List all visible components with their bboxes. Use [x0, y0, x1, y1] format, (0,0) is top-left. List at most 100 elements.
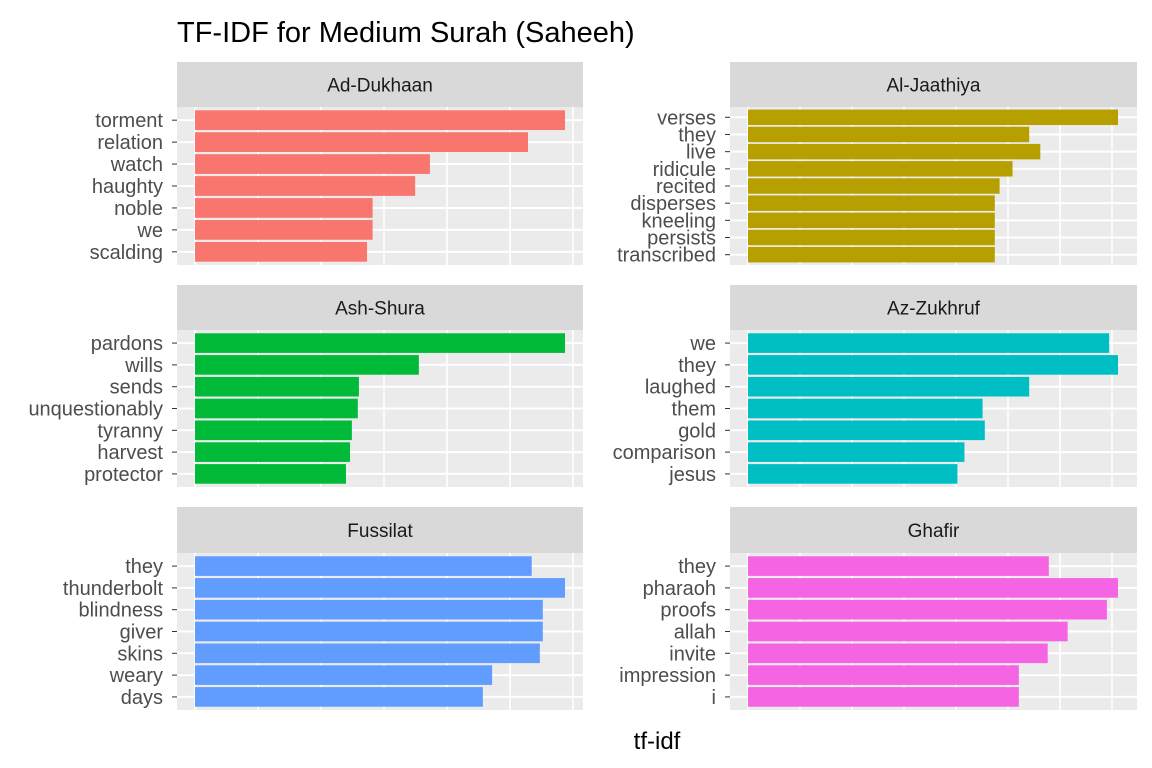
y-tick-label: kneeling — [641, 210, 716, 232]
facet-strip-label: Ad-Dukhaan — [327, 76, 433, 97]
facet-strip-label: Ash-Shura — [335, 299, 425, 320]
y-tick-label: they — [678, 355, 716, 377]
y-tick-label: watch — [110, 154, 163, 176]
y-tick-label: unquestionably — [28, 399, 163, 421]
y-tick-label: relation — [97, 132, 163, 154]
y-tick-label: we — [136, 220, 163, 242]
bar-gold — [748, 420, 985, 441]
y-tick-label: gold — [678, 420, 716, 442]
y-tick-label: thunderbolt — [63, 578, 164, 600]
bar-recited — [748, 178, 1000, 194]
y-tick-label: harvest — [97, 442, 163, 464]
facet-panel: Ad-Dukhaan tormentrelationwatchhaughtynob… — [90, 62, 583, 265]
y-tick-label: ridicule — [653, 159, 716, 181]
bar-pharaoh — [748, 578, 1118, 598]
y-tick-label: skins — [117, 643, 163, 665]
bar-verses — [748, 109, 1118, 126]
facet-strip — [730, 507, 1137, 553]
y-tick-label: giver — [120, 622, 164, 644]
y-tick-label: verses — [657, 107, 716, 129]
y-tick-label: pharaoh — [643, 578, 716, 600]
bar-proofs — [748, 599, 1107, 620]
y-tick-label: sends — [110, 377, 163, 399]
bar-wills — [195, 355, 419, 375]
bar-laughed — [748, 376, 1030, 397]
bar-disperses — [748, 195, 995, 211]
y-tick-label: jesus — [668, 464, 716, 486]
bar-scalding — [195, 241, 368, 262]
bar-comparison — [748, 442, 965, 462]
facet-panel: Al-Jaathiya versestheyliveridiculerecited… — [617, 62, 1137, 267]
y-tick-label: invite — [669, 643, 716, 665]
y-tick-label: disperses — [630, 193, 716, 215]
y-tick-label: they — [125, 556, 163, 578]
facet-strip — [177, 507, 583, 553]
bar-skins — [195, 643, 540, 664]
bar-sends — [195, 376, 359, 397]
y-tick-label: proofs — [660, 600, 716, 622]
y-tick-label: allah — [674, 622, 716, 644]
bar-protector — [195, 464, 346, 484]
y-tick-label: live — [686, 142, 716, 164]
bar-they — [748, 126, 1030, 143]
bar-blindness — [195, 599, 543, 620]
bar-ridicule — [748, 161, 1013, 177]
bar-harvest — [195, 442, 351, 462]
facet-strip-label: Az-Zukhruf — [887, 299, 981, 320]
bar-unquestionably — [195, 398, 358, 419]
bar-we — [748, 333, 1110, 353]
bar-jesus — [748, 464, 958, 484]
y-tick-label: protector — [84, 464, 163, 486]
y-tick-label: days — [121, 687, 163, 709]
bar-they — [748, 556, 1049, 576]
y-tick-label: we — [689, 333, 716, 355]
x-axis-label: tf-idf — [634, 728, 681, 755]
y-tick-label: wills — [124, 355, 163, 377]
bar-invite — [748, 643, 1048, 664]
bar-transcribed — [748, 246, 995, 263]
y-tick-label: persists — [647, 228, 716, 250]
bar-watch — [195, 154, 430, 174]
y-tick-label: haughty — [92, 176, 163, 198]
bar-they — [748, 355, 1118, 375]
facet-panel: Ash-Shura pardonswillssendsunquestionably… — [28, 285, 583, 487]
bar-giver — [195, 621, 543, 642]
facet-strip — [730, 285, 1137, 330]
bar-them — [748, 398, 983, 419]
bar-relation — [195, 132, 528, 152]
facet-strip-label: Al-Jaathiya — [887, 76, 981, 97]
y-tick-label: comparison — [613, 442, 716, 464]
y-tick-label: noble — [114, 198, 163, 220]
bar-live — [748, 143, 1041, 160]
y-tick-label: pardons — [91, 333, 163, 355]
bar-days — [195, 687, 483, 707]
bar-weary — [195, 665, 493, 685]
y-tick-label: blindness — [78, 600, 163, 622]
y-tick-label: them — [672, 399, 716, 421]
bar-kneeling — [748, 212, 995, 229]
bar-haughty — [195, 176, 416, 196]
y-tick-label: i — [712, 687, 716, 709]
y-tick-label: impression — [619, 665, 716, 687]
bar-tyranny — [195, 420, 352, 441]
bar-i — [748, 687, 1019, 707]
y-tick-label: they — [678, 124, 716, 146]
bar-thunderbolt — [195, 578, 565, 598]
facet-strip — [177, 62, 583, 107]
y-tick-label: they — [678, 556, 716, 578]
facet-strip-label: Fussilat — [347, 521, 413, 542]
y-tick-label: weary — [109, 665, 163, 687]
y-tick-label: laughed — [645, 377, 716, 399]
bar-persists — [748, 229, 995, 246]
bar-noble — [195, 198, 373, 218]
bar-allah — [748, 621, 1068, 642]
bar-they — [195, 556, 532, 576]
bar-we — [195, 220, 373, 240]
y-tick-label: scalding — [90, 242, 163, 264]
facet-panel: Fussilat theythunderboltblindnessgiverski… — [63, 507, 583, 710]
y-tick-label: transcribed — [617, 245, 716, 267]
facet-panel: Ghafir theypharaohproofsallahinviteimpres… — [619, 507, 1137, 710]
bar-impression — [748, 665, 1019, 685]
y-tick-label: torment — [95, 110, 163, 132]
facet-strip — [177, 285, 583, 330]
